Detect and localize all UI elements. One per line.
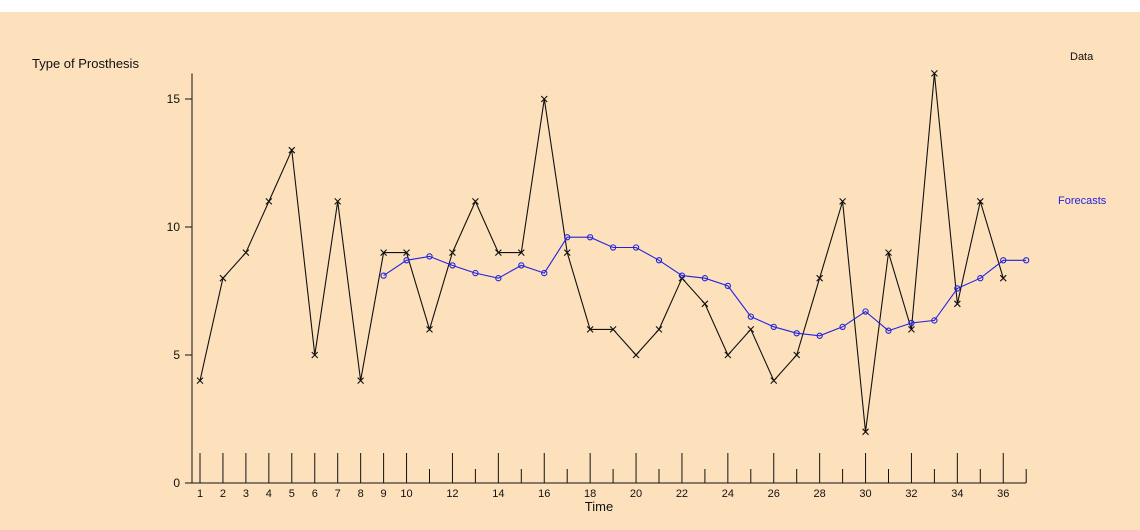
forecast-point (816, 332, 823, 339)
data-point (449, 249, 456, 256)
forecast-point (472, 269, 479, 277)
x-tick-label: 14 (492, 488, 504, 500)
data-point (242, 249, 250, 256)
data-point (196, 377, 204, 384)
data-point (655, 326, 663, 333)
forecast-point (770, 323, 777, 330)
forecast-point (747, 313, 754, 320)
chart-panel: Type of Prosthesis Data Forecasts 0 5 10 15… (0, 12, 1140, 530)
x-tick-label: 8 (358, 488, 364, 500)
data-point (816, 274, 824, 282)
data-point (931, 70, 938, 77)
data-point (540, 95, 548, 103)
y-axis-label: Type of Prosthesis (32, 56, 139, 71)
data-point (288, 146, 296, 154)
x-tick-label: 24 (722, 488, 734, 500)
legend-forecasts: Forecasts (1058, 195, 1107, 207)
data-point (494, 249, 502, 256)
x-tick-label: 36 (997, 488, 1009, 500)
data-point (357, 377, 365, 384)
data-point (426, 326, 433, 333)
forecast-point (564, 234, 571, 241)
legend-data: Data (1070, 51, 1094, 63)
forecast-point (724, 282, 731, 290)
data-point (632, 351, 640, 359)
forecast-point (541, 269, 548, 277)
x-tick-label: 18 (584, 488, 596, 500)
data-point (609, 326, 617, 333)
forecast-point (1000, 257, 1007, 264)
forecast-point (862, 308, 869, 315)
forecast-point (449, 262, 456, 269)
forecast-point (931, 317, 938, 324)
data-point (380, 249, 387, 256)
data-point (793, 351, 801, 359)
data-point (839, 198, 846, 205)
x-tick-label: 20 (630, 488, 642, 500)
forecast-point (632, 244, 640, 251)
forecasts-line (383, 236, 1027, 337)
forecast-point (609, 244, 617, 251)
forecast-point (678, 272, 686, 279)
data-point (953, 300, 961, 308)
forecast-point (403, 257, 410, 264)
forecast-point (587, 234, 594, 241)
data-point (976, 198, 984, 205)
x-tick-label: 26 (768, 488, 780, 500)
x-tick-label: 1 (197, 488, 203, 500)
x-tick-label: 34 (951, 488, 963, 500)
data-point (517, 249, 525, 256)
data-point (862, 428, 869, 436)
x-tick-label: 9 (381, 488, 387, 500)
forecast-point (954, 285, 961, 292)
forecast-point (655, 257, 663, 264)
data-line (199, 73, 1004, 432)
data-point (334, 198, 342, 205)
data-point (999, 274, 1007, 282)
forecast-point (426, 253, 433, 260)
y-tick-label: 15 (167, 92, 181, 106)
forecast-point (380, 272, 387, 279)
data-point (219, 274, 227, 282)
forecast-point (793, 330, 800, 337)
x-tick-label: 6 (312, 488, 318, 500)
data-point (265, 198, 273, 205)
x-tick-label: 22 (676, 488, 688, 500)
forecast-point (885, 327, 892, 334)
forecast-point (1023, 257, 1030, 264)
x-tick-label: 7 (335, 488, 341, 500)
forecast-point (701, 275, 709, 282)
data-point (311, 351, 319, 359)
data-point (563, 249, 571, 256)
x-axis-label: Time (585, 499, 613, 514)
x-tick-label: 3 (243, 488, 249, 500)
data-point (747, 326, 755, 333)
data-point (701, 300, 709, 308)
y-tick-label: 5 (173, 348, 180, 362)
data-point (770, 377, 778, 384)
x-tick-label: 10 (400, 488, 412, 500)
y-tick-label: 0 (173, 476, 180, 490)
data-point (403, 249, 410, 256)
forecast-point (977, 275, 984, 282)
data-point (586, 326, 594, 333)
y-tick-label: 10 (167, 220, 181, 234)
forecast-point (908, 319, 915, 327)
data-point (885, 249, 892, 256)
x-tick-label: 12 (446, 488, 458, 500)
x-tick-label: 30 (859, 488, 871, 500)
x-tick-label: 16 (538, 488, 550, 500)
forecast-point (518, 262, 525, 269)
x-tick-label: 5 (289, 488, 295, 500)
data-point (472, 198, 479, 205)
data-point (724, 351, 732, 359)
x-tick-label: 2 (220, 488, 226, 500)
x-tick-label: 32 (905, 488, 917, 500)
forecast-point (839, 323, 846, 330)
forecast-point (495, 275, 502, 282)
data-point (908, 326, 915, 333)
x-tick-label: 28 (814, 488, 826, 500)
x-tick-label: 4 (266, 488, 272, 500)
